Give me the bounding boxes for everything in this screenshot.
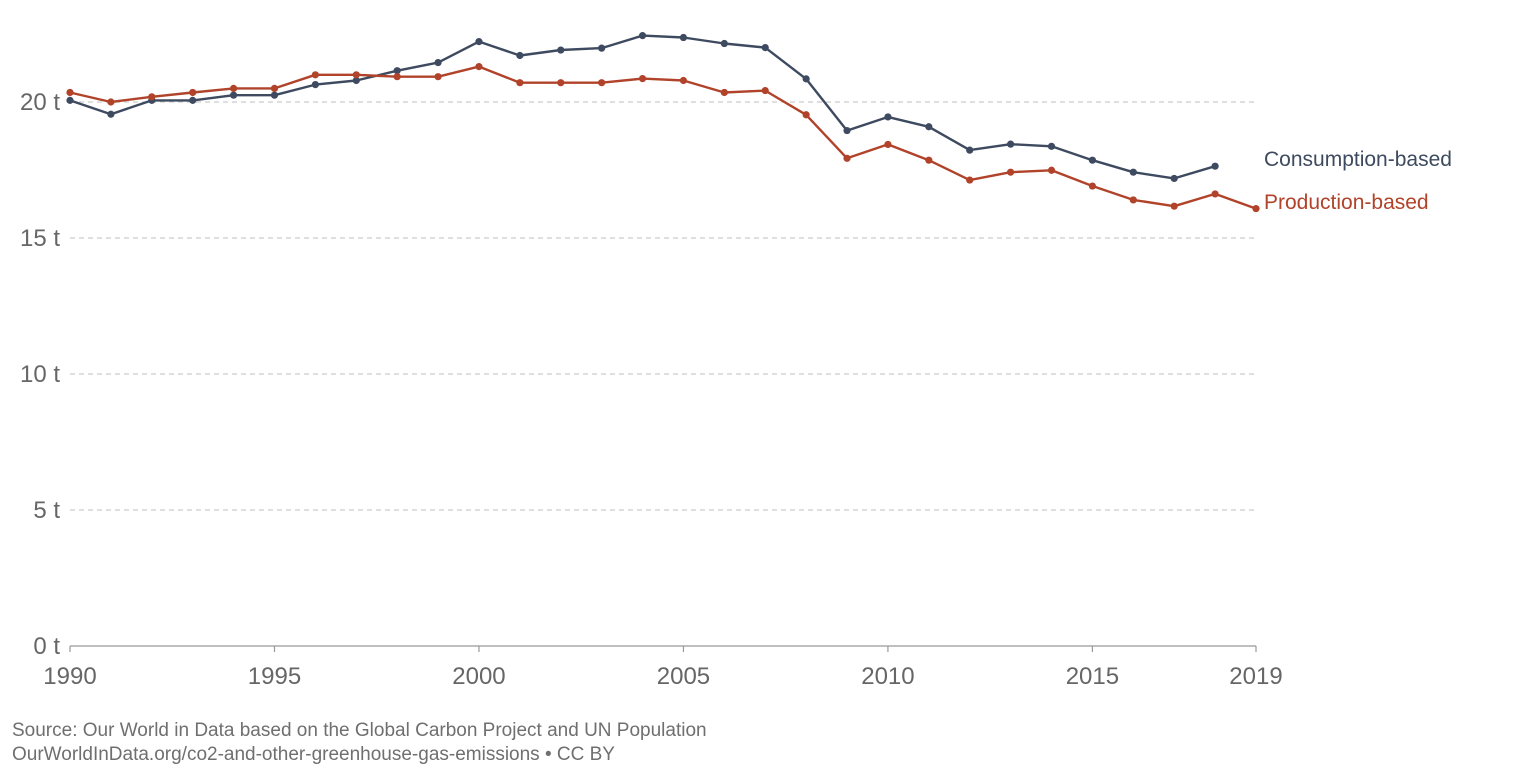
data-point — [229, 84, 238, 92]
data-point — [1129, 168, 1137, 176]
data-point — [1129, 196, 1137, 204]
series-label: Consumption-based — [1264, 148, 1452, 171]
data-point — [1007, 140, 1015, 148]
x-tick-label: 2010 — [861, 663, 914, 690]
data-point — [270, 91, 279, 99]
footer-source: Source: Our World in Data based on the G… — [12, 720, 707, 741]
data-point — [1088, 156, 1097, 164]
data-point — [802, 111, 810, 119]
data-point — [270, 84, 279, 92]
data-point — [1007, 168, 1015, 176]
line-chart: 0 t 5 t 10 t 15 t 20 t 1990 1995 2000 2005 2010 2… — [20, 32, 1452, 690]
data-point — [66, 96, 74, 104]
x-axis-tick-labels: 1990 1995 2000 2005 2010 2015 2019 — [43, 663, 1282, 690]
data-point — [598, 44, 606, 52]
data-point — [516, 51, 524, 60]
data-point — [884, 113, 892, 121]
x-tick-label: 1995 — [248, 663, 301, 690]
data-point — [966, 146, 974, 154]
data-point — [434, 58, 442, 67]
data-point — [311, 71, 319, 79]
data-point — [679, 76, 688, 85]
data-point — [107, 110, 115, 118]
series-label: Production-based — [1264, 191, 1429, 214]
data-point — [720, 39, 728, 48]
data-point — [1047, 166, 1056, 174]
x-axis — [69, 645, 1257, 652]
data-point — [66, 88, 74, 97]
data-point — [475, 38, 483, 46]
data-point — [475, 63, 483, 71]
data-point — [516, 79, 524, 87]
data-point — [189, 96, 197, 104]
data-point — [802, 75, 810, 83]
y-tick-label: 0 t — [33, 633, 60, 660]
data-point — [1088, 182, 1097, 190]
series-line — [69, 34, 1216, 180]
series-line — [69, 65, 1257, 210]
footer-url: OurWorldInData.org/co2-and-other-greenho… — [12, 744, 615, 765]
data-point — [925, 123, 933, 131]
data-point — [1211, 162, 1219, 170]
x-tick-label: 2000 — [452, 663, 505, 690]
data-point — [1170, 174, 1178, 183]
series-labels: Consumption-based Production-based — [1264, 148, 1452, 214]
data-point — [1211, 190, 1219, 198]
x-tick-label: 2015 — [1066, 663, 1119, 690]
data-point — [1170, 202, 1178, 210]
data-point — [148, 93, 156, 101]
x-tick-label: 1990 — [43, 663, 96, 690]
gridlines — [70, 101, 1256, 511]
x-tick-label: 2019 — [1229, 663, 1282, 690]
data-point — [393, 67, 401, 75]
data-point — [761, 86, 769, 95]
data-point — [966, 176, 974, 184]
data-point — [1047, 142, 1056, 150]
series-production-based — [66, 63, 1260, 213]
y-tick-label: 10 t — [20, 361, 60, 388]
data-point — [638, 32, 647, 40]
data-point — [884, 140, 892, 149]
series-consumption-based — [66, 32, 1219, 183]
y-tick-label: 5 t — [33, 497, 60, 524]
x-tick-label: 2005 — [657, 663, 710, 690]
y-axis-tick-labels: 0 t 5 t 10 t 15 t 20 t — [20, 89, 60, 660]
data-point — [1252, 205, 1260, 213]
data-point — [598, 79, 606, 87]
data-point — [638, 75, 647, 83]
data-point — [720, 88, 728, 97]
y-tick-label: 15 t — [20, 225, 60, 252]
data-point — [107, 98, 115, 106]
data-point — [925, 156, 933, 164]
data-point — [761, 44, 769, 52]
data-point — [843, 154, 851, 162]
data-point — [843, 126, 851, 135]
data-point — [352, 71, 360, 79]
data-point — [679, 33, 688, 42]
data-point — [189, 88, 197, 97]
data-point — [311, 80, 319, 89]
data-point — [393, 73, 401, 81]
data-point — [557, 79, 565, 87]
y-tick-label: 20 t — [20, 89, 60, 116]
data-point — [352, 76, 360, 85]
series-lines — [66, 32, 1260, 213]
data-point — [434, 73, 442, 81]
data-point — [229, 91, 238, 99]
data-point — [557, 46, 565, 54]
